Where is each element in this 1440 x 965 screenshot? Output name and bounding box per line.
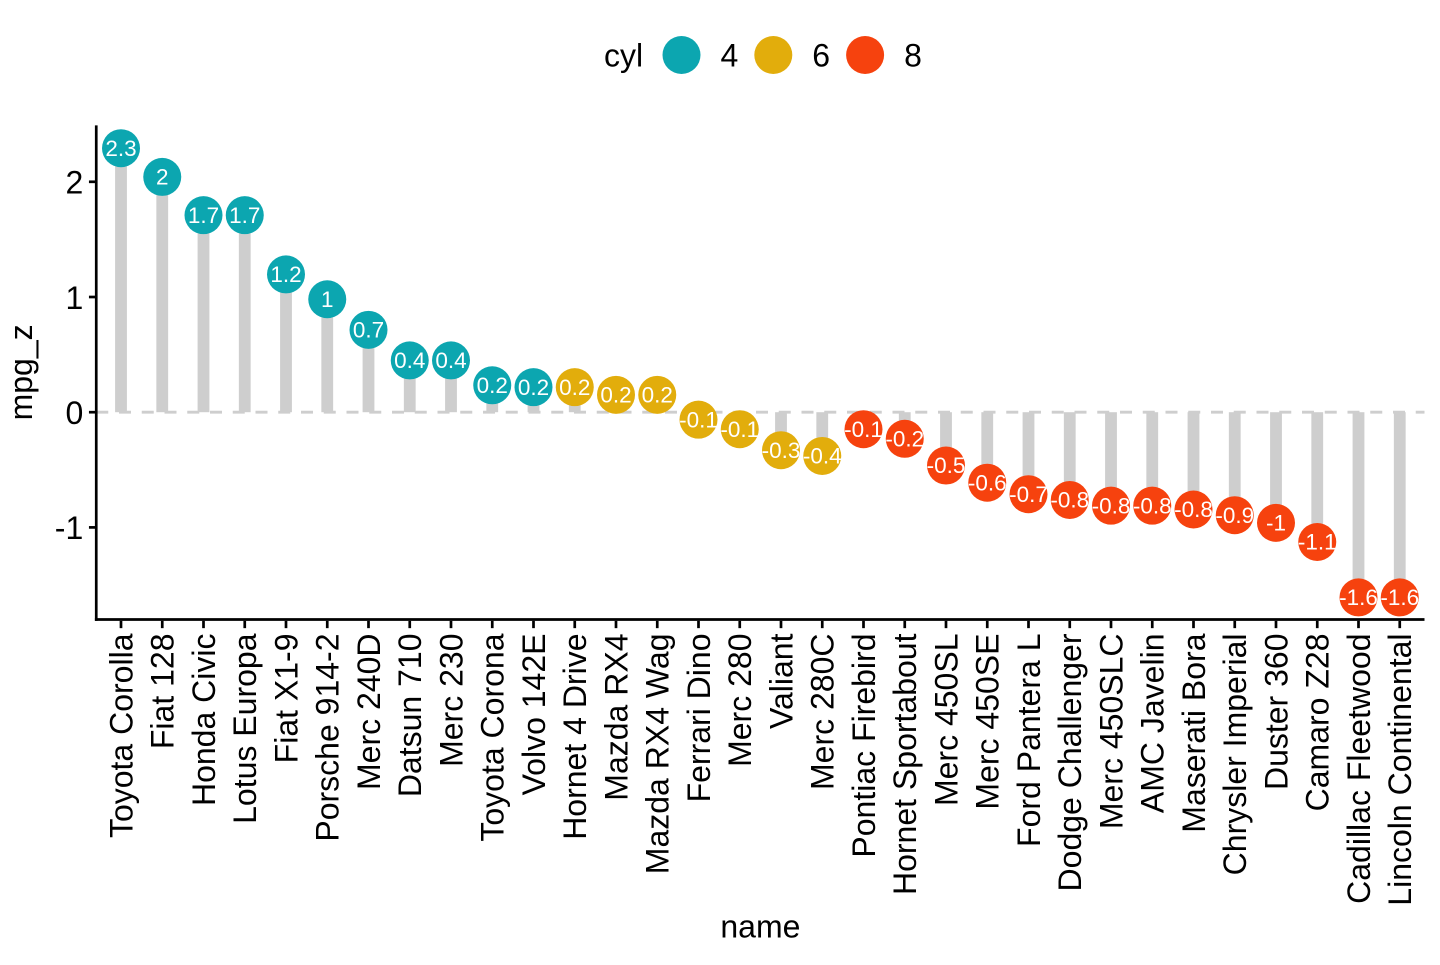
svg-text:0.2: 0.2 [477, 373, 508, 398]
svg-text:-0.1: -0.1 [679, 407, 718, 432]
svg-text:Pontiac Firebird: Pontiac Firebird [846, 634, 882, 858]
svg-text:-1.6: -1.6 [1380, 585, 1419, 610]
svg-text:-0.8: -0.8 [1174, 497, 1213, 522]
svg-text:1: 1 [65, 280, 83, 316]
svg-text:-0.5: -0.5 [927, 453, 966, 478]
svg-text:-0.3: -0.3 [762, 438, 801, 463]
svg-text:0: 0 [65, 395, 83, 431]
svg-text:Ford Pantera L: Ford Pantera L [1011, 634, 1047, 847]
svg-text:Mazda RX4: Mazda RX4 [598, 634, 634, 801]
svg-text:Toyota Corona: Toyota Corona [475, 633, 511, 841]
svg-text:-1.1: -1.1 [1298, 530, 1337, 555]
svg-text:Merc 280C: Merc 280C [805, 634, 841, 791]
svg-text:name: name [720, 909, 800, 945]
svg-text:1.7: 1.7 [229, 203, 260, 228]
svg-text:-0.8: -0.8 [1050, 488, 1089, 513]
svg-text:Honda Civic: Honda Civic [186, 634, 222, 807]
svg-text:0.7: 0.7 [353, 318, 384, 343]
svg-text:-0.9: -0.9 [1215, 503, 1254, 528]
svg-text:AMC Javelin: AMC Javelin [1135, 634, 1171, 814]
svg-text:-0.8: -0.8 [1133, 493, 1172, 518]
svg-text:Porsche 914-2: Porsche 914-2 [310, 634, 346, 842]
svg-text:Ferrari Dino: Ferrari Dino [681, 634, 717, 803]
svg-text:8: 8 [904, 37, 922, 73]
svg-text:-0.8: -0.8 [1092, 493, 1131, 518]
svg-text:Valiant: Valiant [763, 633, 799, 729]
svg-text:0.4: 0.4 [435, 348, 466, 373]
svg-text:0.2: 0.2 [559, 375, 590, 400]
svg-text:Lincoln Continental: Lincoln Continental [1382, 634, 1418, 906]
svg-text:2: 2 [156, 165, 169, 190]
svg-text:1.7: 1.7 [188, 203, 219, 228]
svg-text:-0.4: -0.4 [803, 444, 842, 469]
svg-text:-0.6: -0.6 [968, 470, 1007, 495]
svg-text:Merc 280: Merc 280 [722, 634, 758, 767]
svg-text:-0.1: -0.1 [844, 417, 883, 442]
svg-text:Hornet 4 Drive: Hornet 4 Drive [557, 634, 593, 840]
svg-text:cyl: cyl [604, 37, 643, 73]
svg-text:mpg_z: mpg_z [3, 324, 39, 420]
svg-text:-0.2: -0.2 [885, 426, 924, 451]
svg-text:Camaro Z28: Camaro Z28 [1300, 634, 1336, 812]
svg-text:0.4: 0.4 [394, 348, 425, 373]
svg-text:-0.1: -0.1 [720, 417, 759, 442]
svg-text:Cadillac Fleetwood: Cadillac Fleetwood [1341, 634, 1377, 904]
svg-text:Chrysler Imperial: Chrysler Imperial [1217, 634, 1253, 876]
svg-text:-1.6: -1.6 [1339, 585, 1378, 610]
svg-text:Merc 230: Merc 230 [433, 634, 469, 767]
svg-text:Merc 450SE: Merc 450SE [970, 634, 1006, 810]
svg-text:Toyota Corolla: Toyota Corolla [103, 633, 139, 838]
svg-text:Duster 360: Duster 360 [1258, 634, 1294, 791]
svg-text:0.2: 0.2 [600, 383, 631, 408]
svg-text:2: 2 [65, 165, 83, 201]
svg-text:Merc 450SLC: Merc 450SLC [1093, 634, 1129, 830]
svg-text:Fiat 128: Fiat 128 [145, 634, 181, 750]
svg-text:0.2: 0.2 [642, 383, 673, 408]
svg-text:1: 1 [321, 287, 334, 312]
svg-text:Merc 450SL: Merc 450SL [928, 634, 964, 807]
svg-text:Datsun 710: Datsun 710 [392, 634, 428, 798]
svg-text:-1: -1 [55, 510, 83, 546]
svg-text:6: 6 [812, 37, 830, 73]
svg-text:4: 4 [721, 37, 739, 73]
svg-text:Fiat X1-9: Fiat X1-9 [268, 634, 304, 764]
svg-text:Hornet Sportabout: Hornet Sportabout [887, 633, 923, 895]
svg-text:0.2: 0.2 [518, 375, 549, 400]
svg-text:Lotus Europa: Lotus Europa [227, 633, 263, 824]
svg-text:Mazda RX4 Wag: Mazda RX4 Wag [640, 634, 676, 875]
svg-text:Volvo 142E: Volvo 142E [516, 634, 552, 796]
svg-text:Merc 240D: Merc 240D [351, 634, 387, 791]
svg-text:-0.7: -0.7 [1009, 482, 1048, 507]
svg-text:1.2: 1.2 [270, 262, 301, 287]
svg-text:-1: -1 [1266, 511, 1286, 536]
svg-text:Maserati Bora: Maserati Bora [1176, 633, 1212, 832]
svg-text:2.3: 2.3 [105, 136, 136, 161]
svg-text:Dodge Challenger: Dodge Challenger [1052, 633, 1088, 891]
